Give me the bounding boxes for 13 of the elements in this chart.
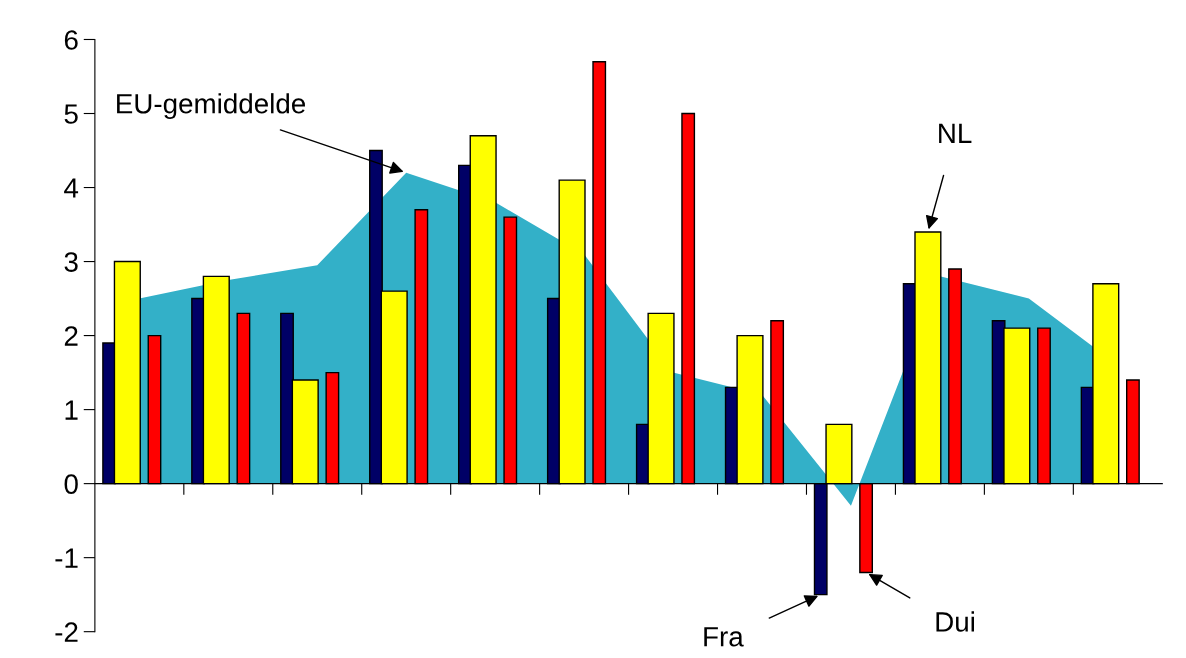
y-tick-label: 2 xyxy=(64,326,78,346)
y-tick-label: -2 xyxy=(55,622,78,642)
y-tick-label: 3 xyxy=(64,252,78,272)
text: Dui xyxy=(936,611,974,632)
text: EU-gemiddelde xyxy=(117,93,306,120)
y-tick-label: -1 xyxy=(55,548,78,568)
y-tick-label: 0 xyxy=(64,474,78,494)
text: Fra xyxy=(704,627,744,647)
text: NL xyxy=(939,123,972,143)
y-tick-label: 1 xyxy=(65,400,78,420)
y-tick-label: 4 xyxy=(64,178,79,198)
y-tick-label: 6 xyxy=(64,30,78,50)
y-tick-label: 5 xyxy=(64,104,78,124)
